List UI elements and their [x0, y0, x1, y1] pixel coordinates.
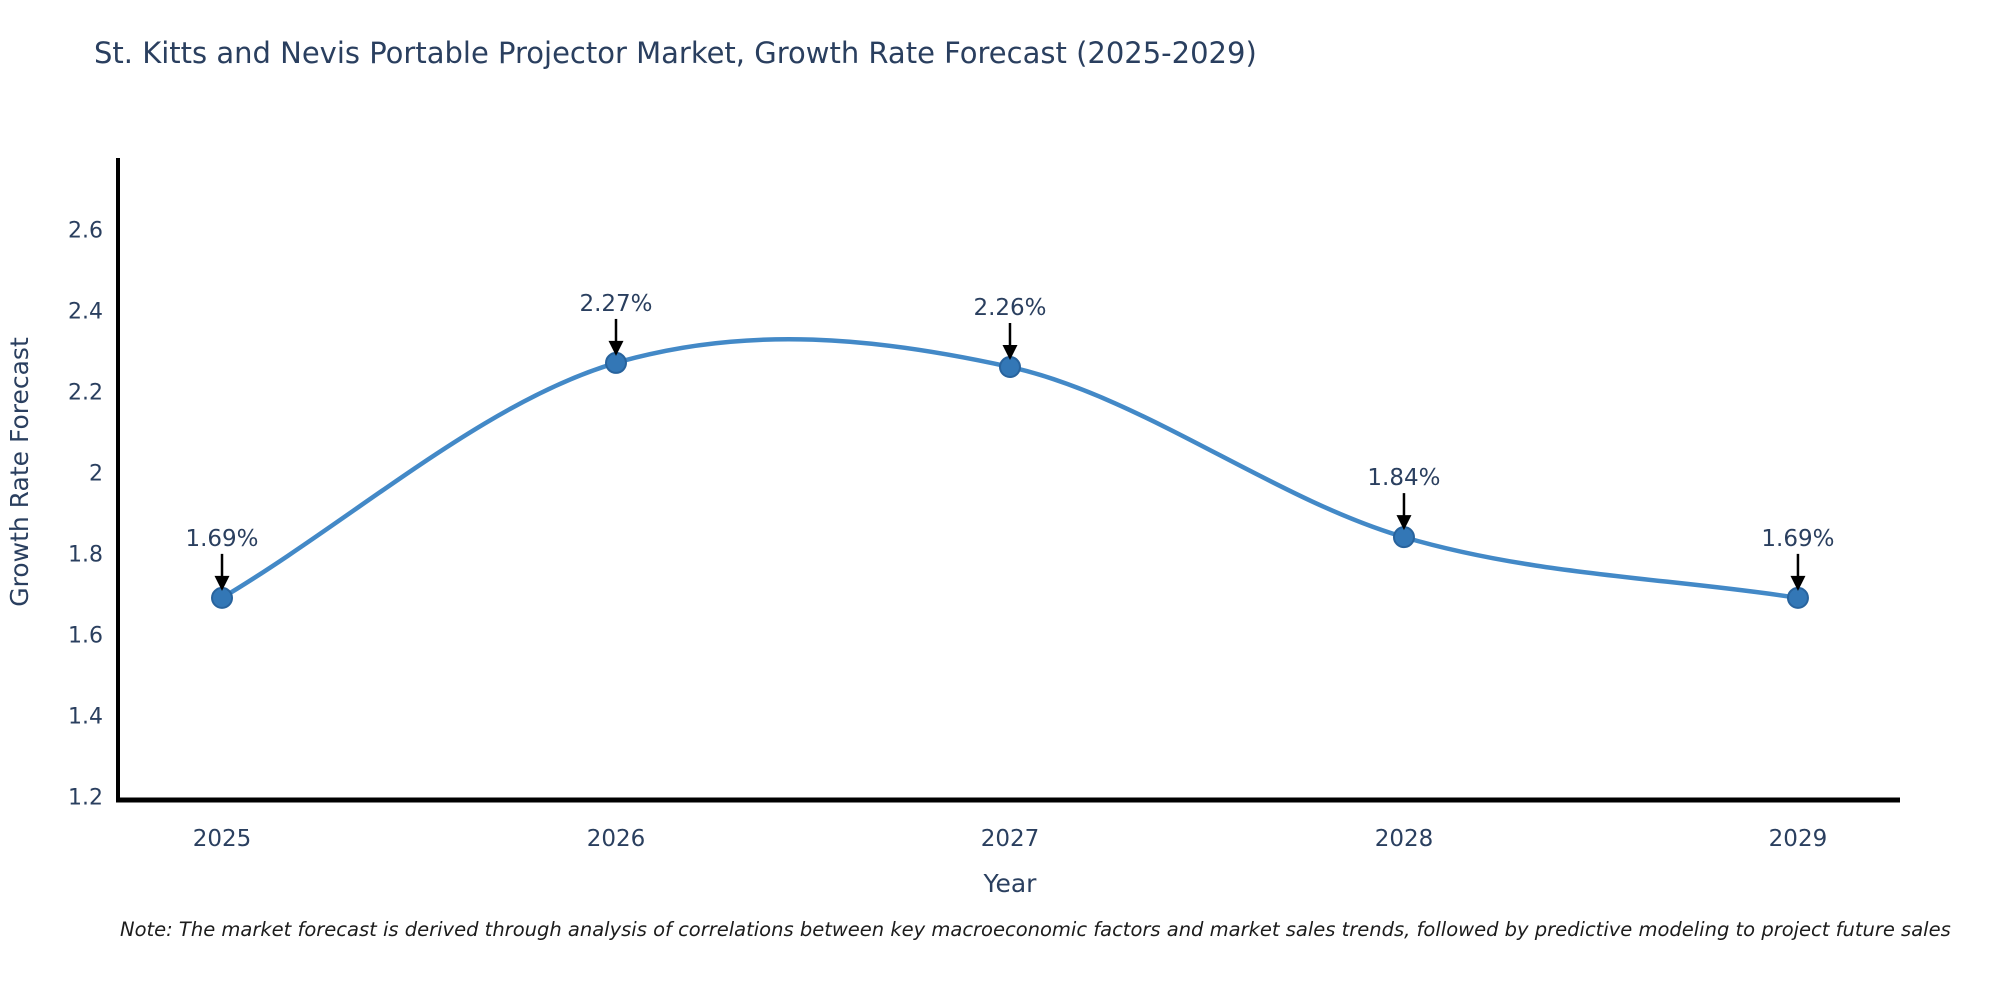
annotation-arrowhead	[608, 340, 624, 356]
x-tick-label: 2025	[193, 826, 252, 852]
y-tick-label: 2.6	[68, 218, 103, 243]
annotation-arrowhead	[1396, 515, 1412, 531]
y-tick-label: 1.8	[68, 542, 103, 567]
x-tick-label: 2026	[587, 826, 646, 852]
annotation-arrowhead	[1790, 575, 1806, 591]
chart-title: St. Kitts and Nevis Portable Projector M…	[94, 36, 1257, 70]
annotation-label: 1.69%	[185, 526, 258, 552]
y-tick-label: 2	[89, 461, 103, 486]
annotation-label: 1.69%	[1761, 526, 1834, 552]
x-tick-label: 2028	[1375, 826, 1434, 852]
annotation-label: 1.84%	[1367, 465, 1440, 491]
annotation-arrowhead	[214, 575, 230, 591]
annotation-label: 2.26%	[973, 295, 1046, 321]
x-tick-label: 2027	[981, 826, 1040, 852]
annotation-label: 2.27%	[579, 291, 652, 317]
y-tick-label: 1.2	[68, 785, 103, 810]
y-tick-label: 2.4	[68, 299, 103, 324]
y-tick-label: 1.4	[68, 704, 103, 729]
series-line	[219, 336, 1801, 601]
y-tick-label: 1.6	[68, 623, 103, 648]
x-tick-label: 2029	[1769, 826, 1828, 852]
chart-footnote: Note: The market forecast is derived thr…	[120, 918, 1951, 941]
x-axis-title: Year	[983, 869, 1038, 898]
y-tick-label: 2.2	[68, 380, 103, 405]
annotation-arrowhead	[1002, 344, 1018, 360]
y-axis-title: Growth Rate Forecast	[5, 337, 34, 607]
